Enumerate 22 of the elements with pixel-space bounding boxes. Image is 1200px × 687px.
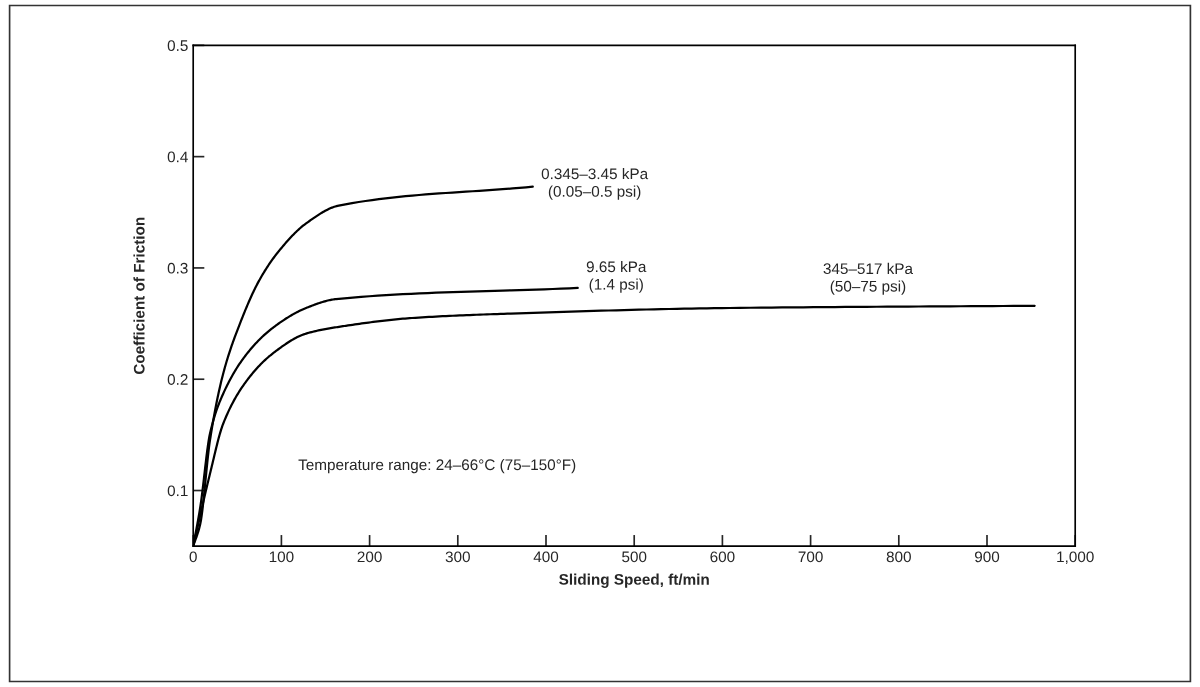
x-tick-label: 300 <box>445 551 470 563</box>
annotation: Temperature range: 24–66°C (75–150°F) <box>298 458 576 474</box>
y-tick-label: 0.4 <box>167 151 188 163</box>
x-tick-label: 600 <box>710 551 735 563</box>
x-tick-label: 1,000 <box>1057 551 1094 565</box>
x-tick-label: 400 <box>533 551 559 563</box>
series-label: 345–517 kPa (50–75 psi) <box>823 262 913 295</box>
x-tick-label: 0 <box>189 551 197 563</box>
series-label: 9.65 kPa (1.4 psi) <box>586 260 647 293</box>
x-tick-label: 800 <box>886 551 911 563</box>
y-tick-label: 0.1 <box>167 485 188 497</box>
y-tick-label: 0.3 <box>167 262 188 274</box>
x-axis-title: Sliding Speed, ft/min <box>559 573 709 588</box>
x-tick-label: 200 <box>357 551 382 563</box>
y-axis-title: Coefficient of Friction <box>133 217 145 375</box>
y-tick-label: 0.2 <box>167 374 188 385</box>
y-tick-label: 0.5 <box>167 40 188 52</box>
x-tick-label: 700 <box>798 551 823 563</box>
x-tick-label: 500 <box>622 551 647 563</box>
series-label: 0.345–3.45 kPa (0.05–0.5 psi) <box>541 168 649 200</box>
x-tick-label: 100 <box>269 551 294 563</box>
x-tick-label: 900 <box>974 551 1000 563</box>
